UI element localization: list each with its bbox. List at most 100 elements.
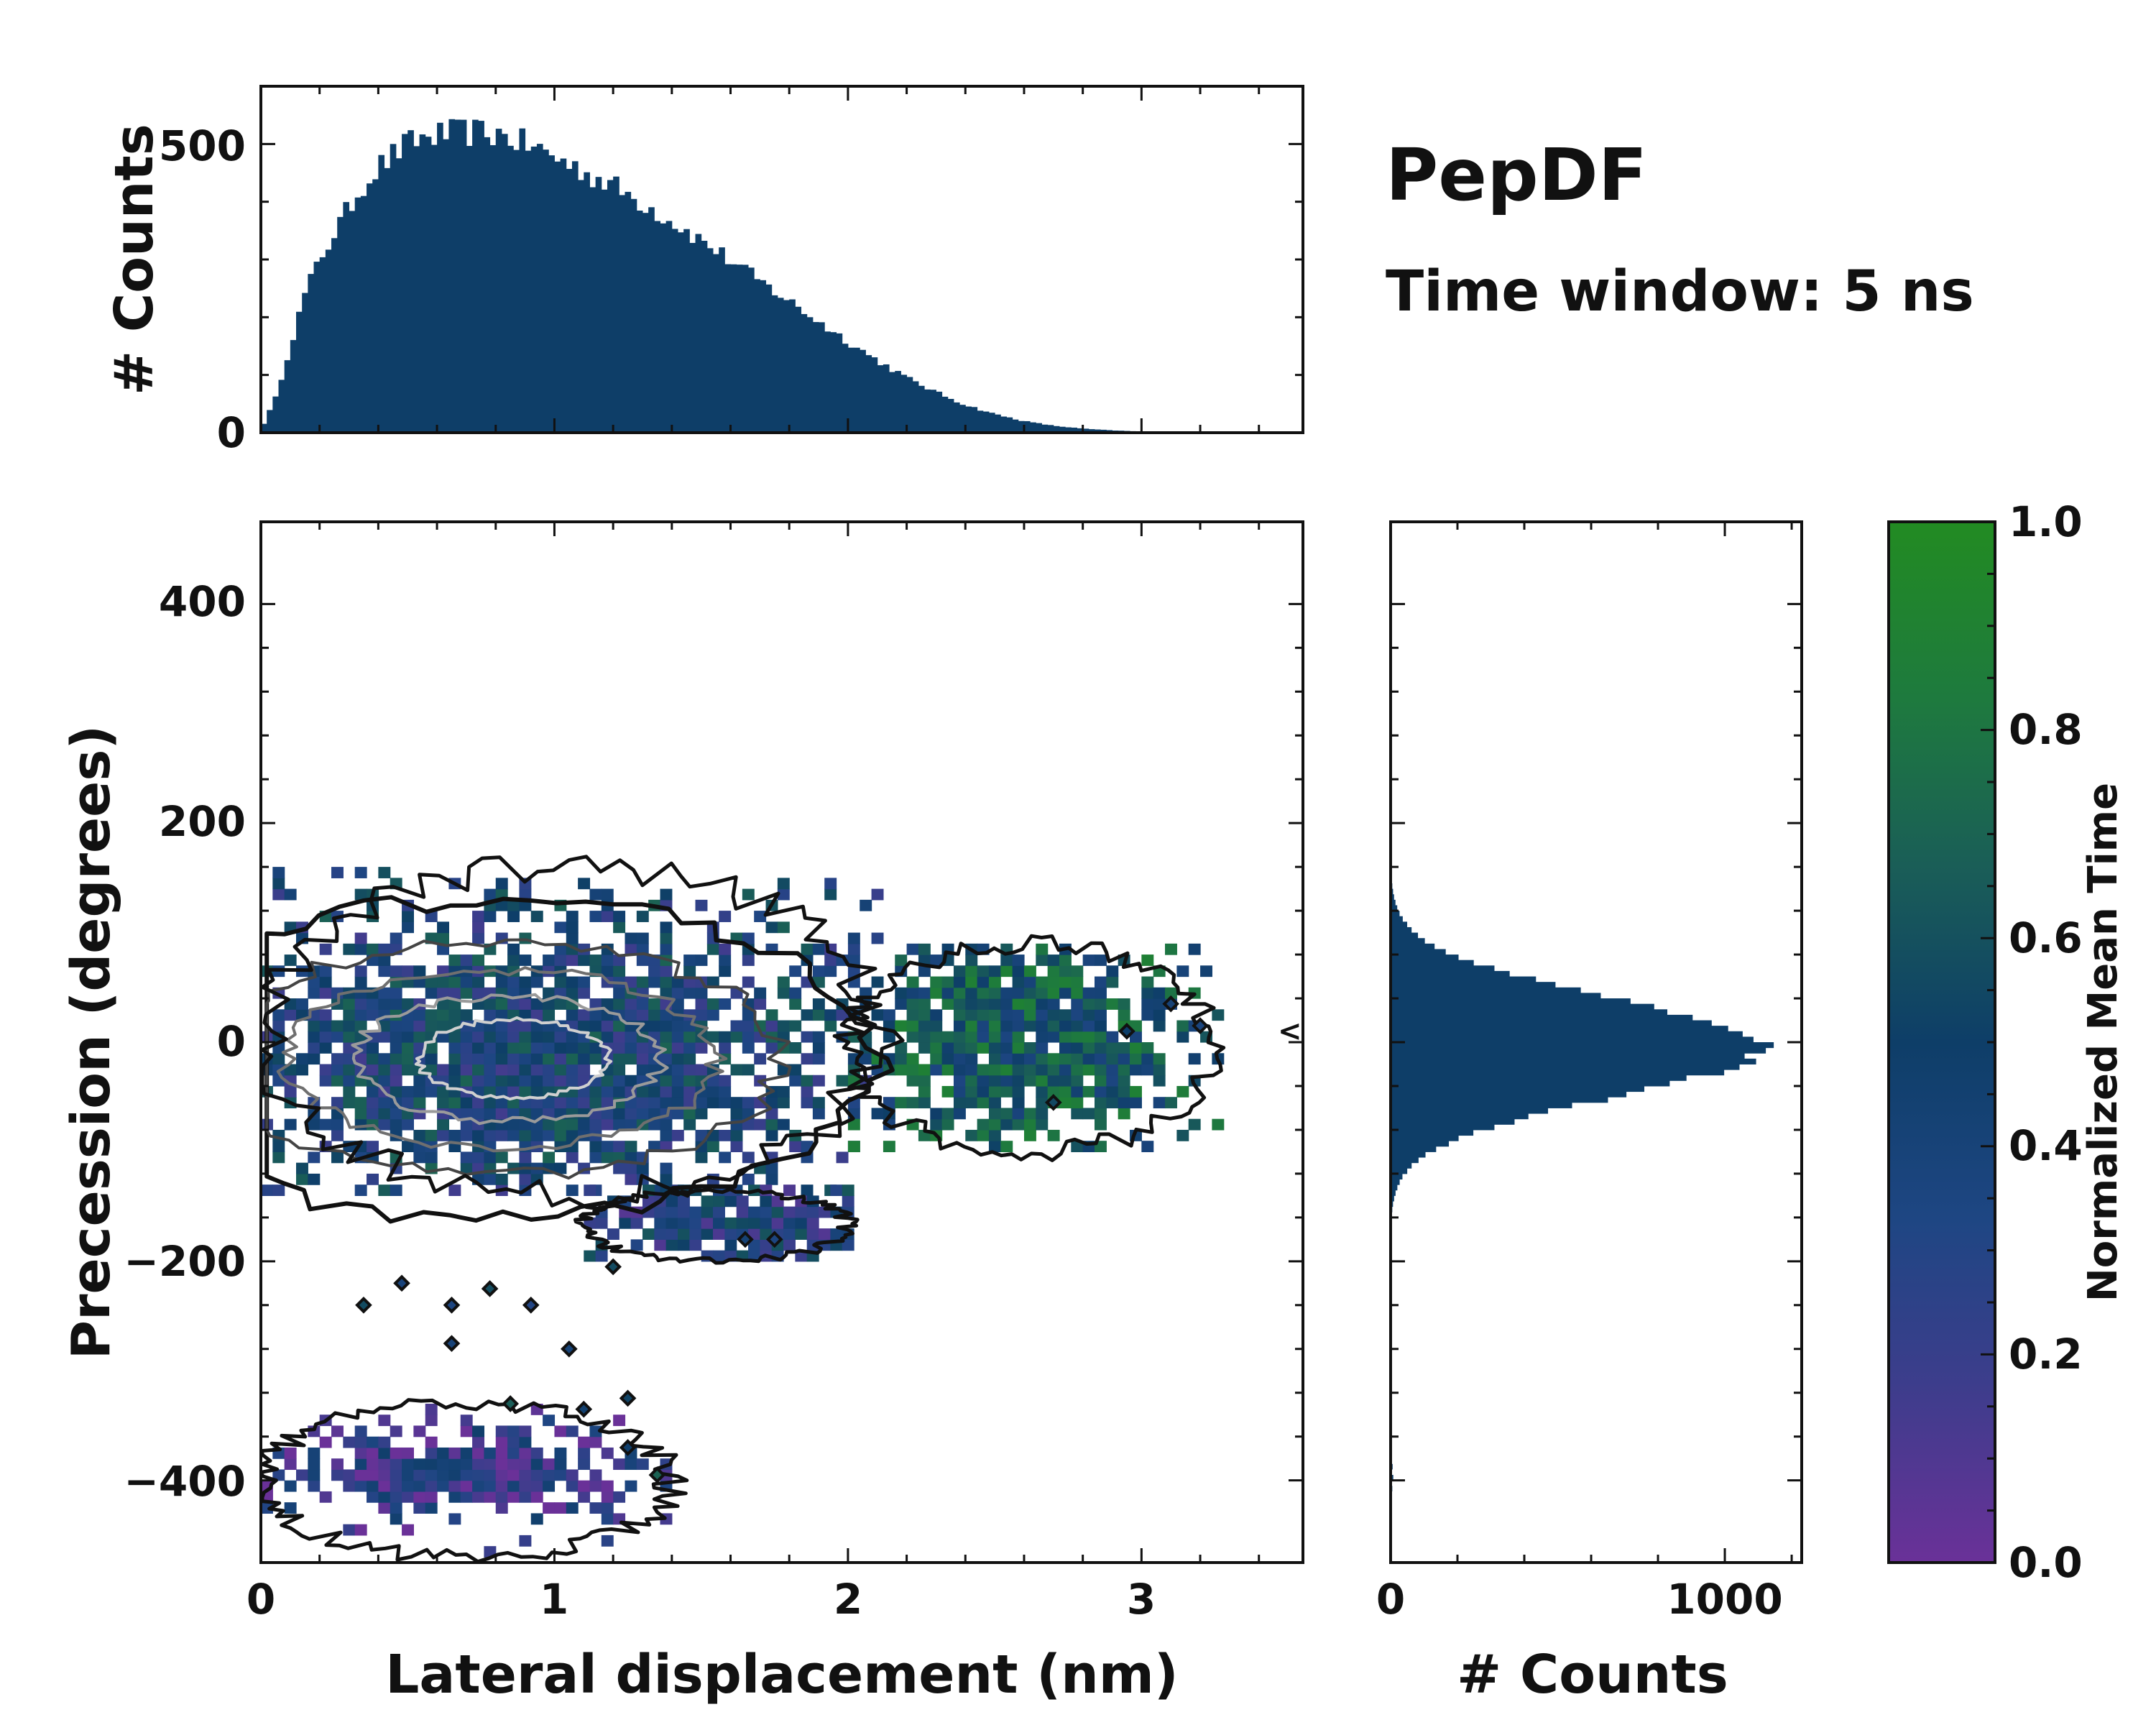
heatmap-cell: [1012, 1009, 1025, 1021]
top-histogram-bar: [543, 150, 549, 433]
heatmap-cell: [460, 1458, 473, 1471]
heatmap-cell: [495, 976, 508, 988]
heatmap-cell: [554, 1042, 567, 1054]
right-histogram-bar: [1391, 1031, 1743, 1037]
heatmap-cell: [953, 1108, 966, 1120]
heatmap-cell: [589, 1469, 602, 1481]
top-histogram-bar: [636, 211, 643, 433]
heatmap-cell: [953, 1042, 966, 1054]
heatmap-cell: [367, 1480, 379, 1492]
top-histogram-bar: [443, 139, 449, 433]
heatmap-cell: [953, 987, 966, 999]
heatmap-cell: [437, 1097, 450, 1109]
heatmap-cell: [1047, 965, 1060, 978]
heatmap-cell: [460, 1469, 473, 1481]
heatmap-cell: [543, 1064, 556, 1076]
heatmap-cell: [543, 1151, 556, 1164]
heatmap-cell: [390, 1480, 402, 1492]
heatmap-cell: [941, 1031, 954, 1043]
heatmap-cell: [437, 921, 450, 934]
heatmap-cell: [601, 1151, 614, 1164]
heatmap-cell: [1023, 1064, 1036, 1076]
heatmap-cell: [1141, 1064, 1154, 1076]
heatmap-cell: [308, 1447, 321, 1459]
heatmap-cell: [895, 998, 908, 1010]
heatmap-cell: [589, 954, 602, 966]
heatmap-cell: [1118, 1085, 1130, 1098]
heatmap-cell: [730, 1141, 743, 1153]
heatmap-cell: [1000, 1075, 1013, 1087]
heatmap-cell: [988, 1009, 1001, 1021]
heatmap-cell: [1059, 954, 1072, 966]
heatmap-cell: [789, 1141, 802, 1153]
heatmap-cell: [1118, 1075, 1130, 1087]
heatmap-cell: [448, 1480, 461, 1492]
heatmap-cell: [578, 976, 591, 988]
heatmap-cell: [906, 1020, 919, 1032]
heatmap-cell: [1012, 1108, 1025, 1120]
heatmap-cell: [390, 1491, 402, 1503]
heatmap-cell: [613, 911, 626, 922]
heatmap-cell: [367, 1085, 379, 1098]
heatmap-cell: [331, 1129, 344, 1141]
heatmap-cell: [543, 1458, 556, 1471]
isolated-point: [355, 1296, 372, 1314]
heatmap-cell: [402, 998, 414, 1010]
right-histogram-bar: [1391, 1064, 1740, 1070]
heatmap-cell: [1036, 987, 1049, 999]
heatmap-cell: [988, 1129, 1001, 1141]
heatmap-cell: [319, 1031, 332, 1043]
heatmap-cell: [519, 998, 532, 1010]
heatmap-cell: [719, 998, 732, 1010]
heatmap-cell: [460, 1425, 473, 1438]
heatmap-cell: [578, 1020, 591, 1032]
heatmap-cell: [507, 1425, 520, 1438]
heatmap-cell: [1012, 1118, 1025, 1131]
heatmap-cell: [272, 888, 285, 901]
heatmap-cell: [1212, 1118, 1225, 1131]
top-histogram-bar: [430, 144, 438, 433]
heatmap-cell: [977, 987, 990, 999]
heatmap-cell: [988, 1118, 1001, 1131]
heatmap-cell: [319, 1064, 332, 1076]
heatmap-cell: [1153, 1075, 1166, 1087]
heatmap-cell: [706, 943, 719, 955]
heatmap-cell: [495, 1173, 508, 1185]
contour-line: [265, 938, 792, 1180]
heatmap-cell: [1036, 1064, 1049, 1076]
top-histogram-bar: [678, 232, 684, 433]
heatmap-cell: [847, 1118, 860, 1131]
top-ylabel: # Counts: [103, 124, 165, 395]
heatmap-cell: [1095, 1031, 1107, 1043]
top-histogram-bar: [296, 311, 303, 433]
heatmap-cell: [1188, 1118, 1201, 1131]
heatmap-cell: [1059, 1020, 1072, 1032]
heatmap-cell: [1106, 1042, 1119, 1054]
heatmap-cell: [648, 998, 661, 1010]
heatmap-cell: [660, 1075, 673, 1087]
heatmap-cell: [460, 1151, 473, 1164]
heatmap-cell: [883, 1097, 895, 1109]
heatmap-cell: [578, 1118, 591, 1131]
heatmap-cell: [578, 1447, 591, 1459]
heatmap-cell: [671, 1108, 684, 1120]
heatmap-cell: [472, 1458, 485, 1471]
heatmap-cell: [566, 911, 579, 922]
heatmap-cell: [354, 987, 367, 999]
heatmap-cell: [660, 987, 673, 999]
heatmap-cell: [765, 1042, 778, 1054]
isolated-point: [443, 1335, 461, 1352]
heatmap-cell: [554, 1053, 567, 1065]
heatmap-cell: [1106, 1085, 1119, 1098]
heatmap-cell: [660, 888, 673, 901]
heatmap-cell: [665, 1195, 678, 1208]
right-histogram-bar: [1391, 1053, 1745, 1059]
heatmap-cell: [519, 954, 532, 966]
heatmap-cell: [1023, 1020, 1036, 1032]
heatmap-cell: [742, 954, 755, 966]
top-histogram-bar: [801, 313, 808, 433]
heatmap-cell: [941, 998, 954, 1010]
heatmap-cell: [1012, 1064, 1025, 1076]
heatmap-cell: [519, 1085, 532, 1098]
heatmap-cell: [530, 1469, 543, 1481]
